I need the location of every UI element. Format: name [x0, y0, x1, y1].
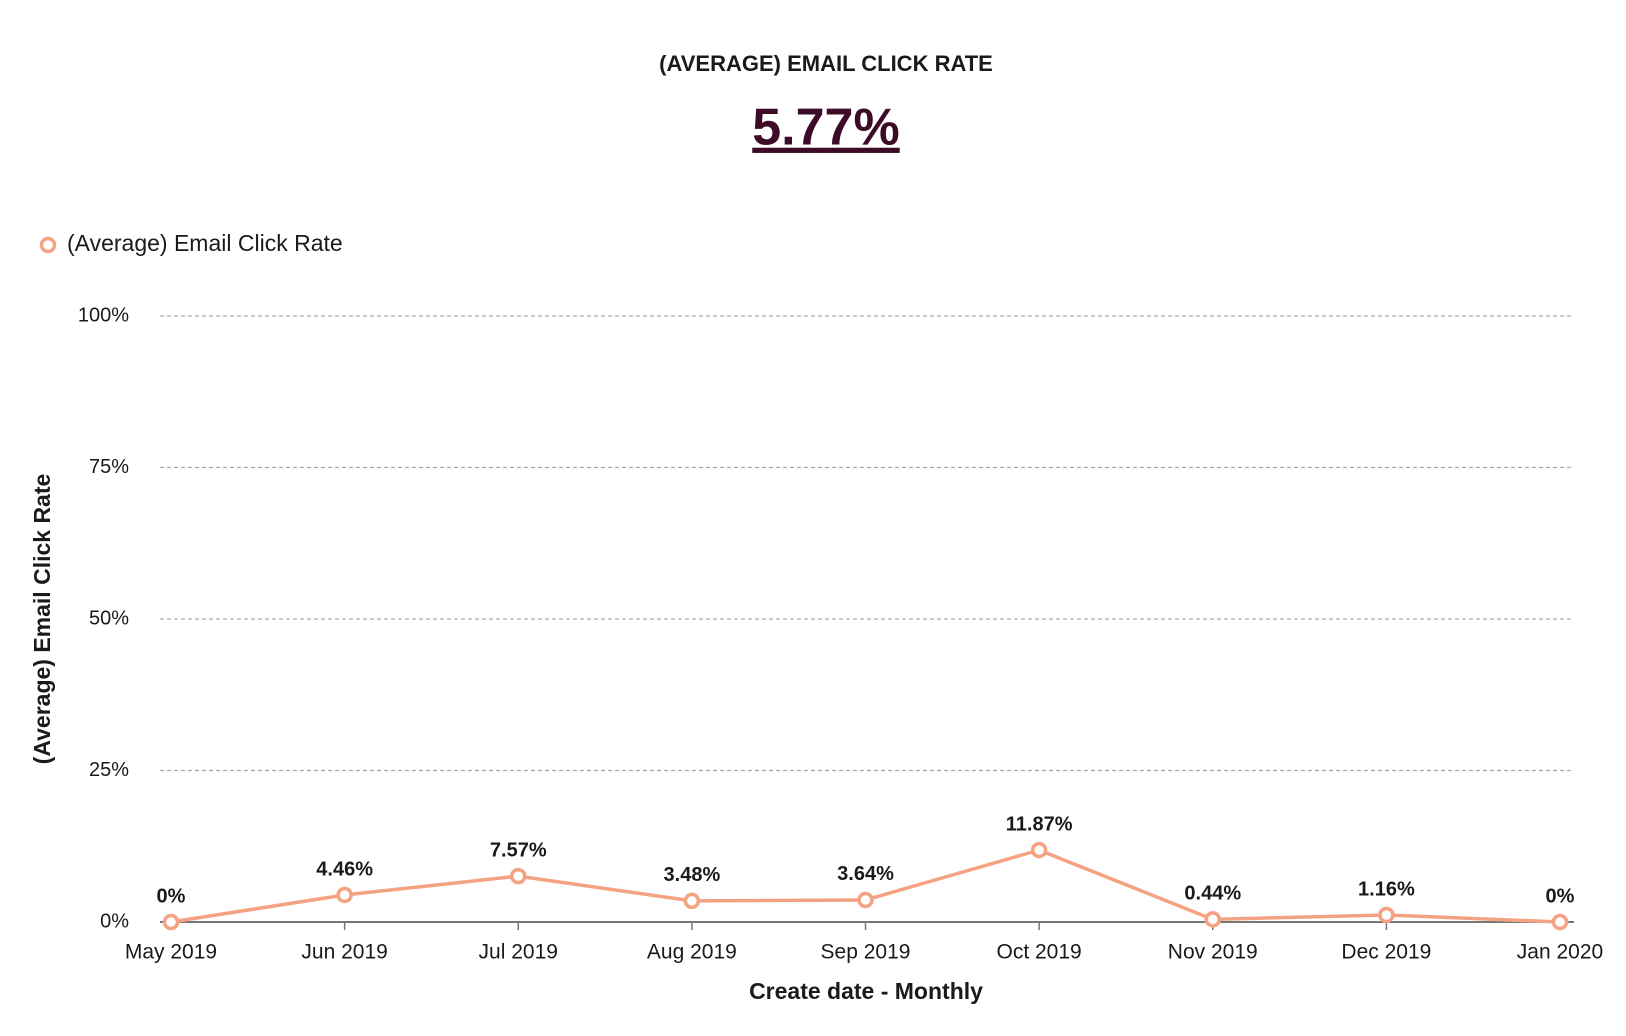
data-point	[510, 867, 527, 885]
data-label: 11.87%	[1006, 813, 1073, 835]
x-tick-label: Sep 2019	[821, 941, 911, 964]
y-tick-label: 25%	[89, 759, 129, 781]
x-axis-title: Create date - Monthly	[749, 978, 983, 1004]
x-tick-label: Jan 2020	[1517, 941, 1603, 964]
legend-marker	[39, 236, 57, 254]
data-point	[1378, 906, 1395, 924]
data-label: 4.46%	[316, 858, 373, 880]
chart-title: (AVERAGE) EMAIL CLICK RATE	[659, 51, 993, 76]
x-tick-label: Nov 2019	[1168, 941, 1258, 964]
headline-value[interactable]: 5.77%	[752, 99, 899, 157]
data-point	[1030, 841, 1048, 859]
x-tick-label: Aug 2019	[647, 941, 737, 964]
data-label: 7.57%	[490, 839, 547, 861]
data-label: 0%	[157, 885, 186, 907]
data-point	[683, 892, 701, 910]
y-tick-label: 75%	[89, 456, 129, 478]
y-axis-title: (Average) Email Click Rate	[29, 474, 55, 765]
data-label: 3.48%	[664, 864, 721, 886]
y-tick-label: 0%	[100, 910, 129, 932]
data-point	[1204, 911, 1221, 928]
x-tick-label: Jul 2019	[479, 941, 558, 964]
data-point	[336, 886, 353, 904]
legend-label: (Average) Email Click Rate	[67, 230, 343, 256]
data-point	[1551, 913, 1569, 931]
y-tick-label: 50%	[89, 607, 129, 629]
y-tick-label: 100%	[78, 304, 129, 326]
data-label: 0.44%	[1184, 883, 1241, 905]
x-tick-label: Jun 2019	[301, 941, 387, 964]
data-label: 3.64%	[837, 863, 894, 885]
x-tick-label: May 2019	[125, 941, 217, 964]
data-point	[857, 891, 874, 909]
data-point	[162, 913, 180, 931]
data-line	[170, 848, 1561, 924]
x-tick-label: Oct 2019	[997, 941, 1082, 964]
x-tick-label: Dec 2019	[1341, 941, 1431, 964]
data-label: 0%	[1546, 885, 1575, 907]
data-label: 1.16%	[1358, 878, 1415, 900]
